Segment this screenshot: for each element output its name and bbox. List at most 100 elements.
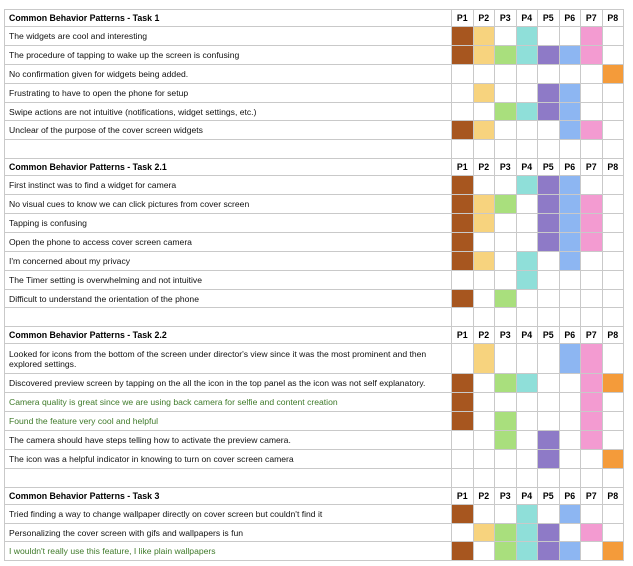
mark-cell-p8: [601, 448, 624, 469]
empty-cell: [601, 82, 624, 103]
empty-cell: [580, 250, 603, 271]
participant-header-p3: P3: [494, 326, 517, 345]
empty-cell: [494, 82, 517, 103]
pattern-row: Discovered preview screen by tapping on …: [4, 373, 624, 394]
participant-header-p3: P3: [494, 9, 517, 27]
pattern-row: Open the phone to access cover screen ca…: [4, 231, 624, 252]
pattern-row: Swipe actions are not intuitive (notific…: [4, 101, 624, 122]
empty-cell: [515, 467, 538, 488]
empty-cell: [494, 467, 517, 488]
empty-cell: [472, 231, 495, 252]
participant-header-p5: P5: [537, 158, 560, 177]
pattern-row: Looked for icons from the bottom of the …: [4, 343, 624, 375]
mark-cell-p1: [451, 541, 474, 562]
mark-cell-p6: [558, 44, 581, 65]
empty-cell: [451, 467, 474, 488]
mark-cell-p1: [451, 44, 474, 65]
participant-header-p1: P1: [451, 486, 474, 505]
participant-header-p2: P2: [472, 158, 495, 177]
mark-cell-p1: [451, 120, 474, 141]
mark-cell-p3: [494, 44, 517, 65]
empty-cell: [601, 26, 624, 46]
empty-cell: [451, 307, 474, 328]
mark-cell-p1: [451, 503, 474, 524]
mark-cell-p2: [472, 522, 495, 543]
participant-header-p5: P5: [537, 9, 560, 27]
empty-cell: [558, 139, 581, 160]
participant-header-p6: P6: [558, 486, 581, 505]
empty-cell: [580, 467, 603, 488]
section-header: Common Behavior Patterns - Task 2.2: [4, 326, 452, 345]
empty-cell: [601, 213, 624, 233]
empty-cell: [601, 250, 624, 271]
empty-cell: [472, 467, 495, 488]
empty-cell: [472, 139, 495, 160]
mark-cell-p7: [580, 194, 603, 215]
pattern-label: Frustrating to have to open the phone fo…: [4, 82, 452, 103]
participant-header-p2: P2: [472, 326, 495, 345]
empty-cell: [472, 448, 495, 469]
participant-header-p2: P2: [472, 9, 495, 27]
empty-cell: [558, 288, 581, 309]
pattern-label: No confirmation given for widgets being …: [4, 63, 452, 84]
pattern-label: Camera quality is great since we are usi…: [4, 392, 452, 413]
pattern-row: Tapping is confusing: [4, 213, 624, 233]
pattern-row: Unclear of the purpose of the cover scre…: [4, 120, 624, 141]
empty-cell: [494, 231, 517, 252]
empty-cell: [580, 101, 603, 122]
empty-cell: [537, 120, 560, 141]
mark-cell-p4: [515, 522, 538, 543]
mark-cell-p3: [494, 522, 517, 543]
mark-cell-p5: [537, 213, 560, 233]
spacer-cell: [4, 139, 452, 160]
spacer-row: [4, 467, 624, 488]
mark-cell-p3: [494, 411, 517, 432]
mark-cell-p4: [515, 175, 538, 196]
empty-cell: [537, 63, 560, 84]
participant-header-p7: P7: [580, 326, 603, 345]
empty-cell: [537, 411, 560, 432]
participant-header-p5: P5: [537, 486, 560, 505]
mark-cell-p8: [601, 541, 624, 562]
spacer-cell: [4, 307, 452, 328]
mark-cell-p1: [451, 194, 474, 215]
empty-cell: [515, 120, 538, 141]
mark-cell-p7: [580, 430, 603, 450]
empty-cell: [515, 288, 538, 309]
pattern-row: Difficult to understand the orientation …: [4, 288, 624, 309]
mark-cell-p5: [537, 541, 560, 562]
empty-cell: [472, 392, 495, 413]
participant-header-p3: P3: [494, 158, 517, 177]
empty-cell: [515, 63, 538, 84]
spacer-row: [4, 139, 624, 160]
pattern-label: Discovered preview screen by tapping on …: [4, 373, 452, 394]
empty-cell: [494, 269, 517, 290]
empty-cell: [601, 503, 624, 524]
pattern-label: The camera should have steps telling how…: [4, 430, 452, 450]
mark-cell-p7: [580, 26, 603, 46]
empty-cell: [494, 250, 517, 271]
mark-cell-p5: [537, 231, 560, 252]
empty-cell: [472, 430, 495, 450]
pattern-label: Tapping is confusing: [4, 213, 452, 233]
pattern-row: Frustrating to have to open the phone fo…: [4, 82, 624, 103]
mark-cell-p2: [472, 82, 495, 103]
empty-cell: [601, 194, 624, 215]
participant-header-p4: P4: [515, 158, 538, 177]
empty-cell: [515, 231, 538, 252]
empty-cell: [515, 139, 538, 160]
empty-cell: [494, 448, 517, 469]
empty-cell: [580, 503, 603, 524]
empty-cell: [558, 467, 581, 488]
empty-cell: [601, 522, 624, 543]
mark-cell-p1: [451, 213, 474, 233]
empty-cell: [494, 139, 517, 160]
mark-cell-p5: [537, 194, 560, 215]
empty-cell: [451, 343, 474, 375]
empty-cell: [515, 411, 538, 432]
empty-cell: [558, 448, 581, 469]
empty-cell: [494, 307, 517, 328]
mark-cell-p7: [580, 213, 603, 233]
empty-cell: [472, 269, 495, 290]
section-header-row: Common Behavior Patterns - Task 1 P1 P2 P3 P…: [4, 9, 624, 27]
